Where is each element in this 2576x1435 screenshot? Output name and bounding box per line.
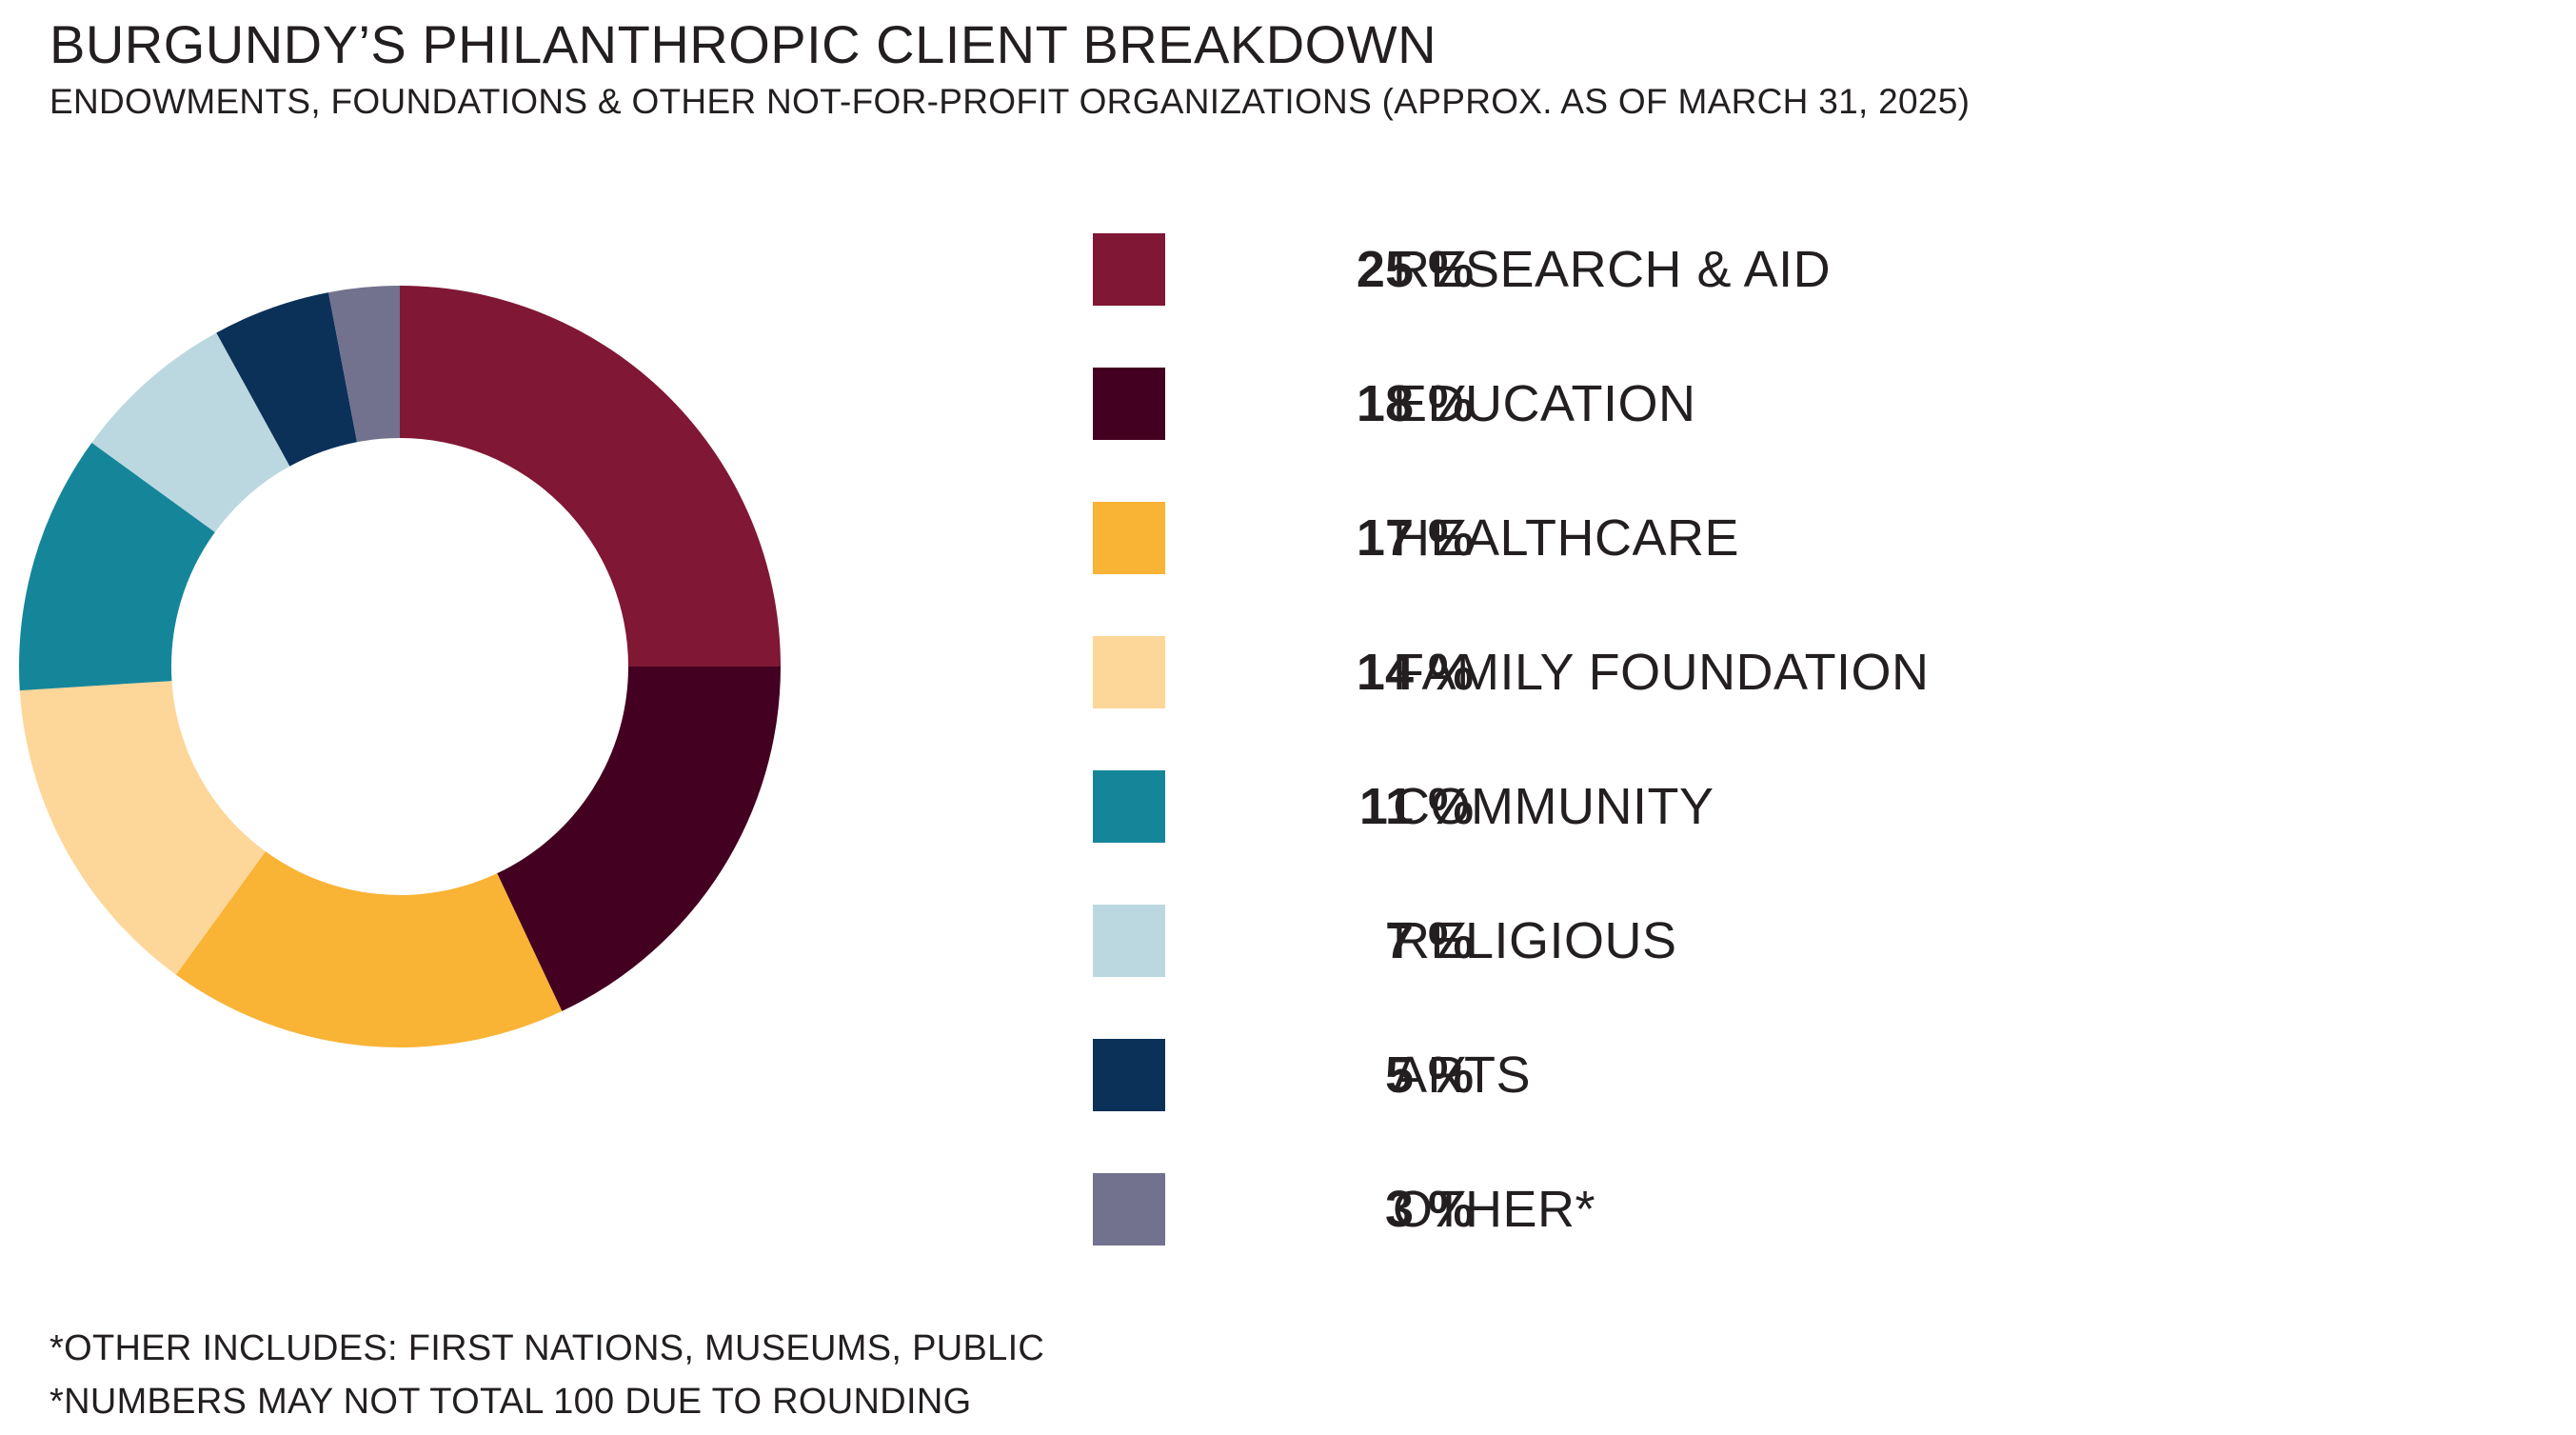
- footnote-other: *OTHER INCLUDES: FIRST NATIONS, MUSEUMS,…: [50, 1328, 1045, 1368]
- donut-slice-healthcare: [175, 851, 563, 1047]
- chart-title: BURGUNDY’S PHILANTHROPIC CLIENT BREAKDOW…: [50, 14, 1437, 74]
- legend-item-other: 3 % OTHER*: [1093, 1173, 2235, 1307]
- legend-swatch: [1093, 233, 1165, 306]
- legend-label: RESEARCH & AID: [1393, 241, 1832, 298]
- legend-label: EDUCATION: [1393, 375, 1696, 432]
- legend-label: OTHER*: [1393, 1181, 1596, 1238]
- donut-chart: [18, 286, 781, 1047]
- legend-label: FAMILY FOUNDATION: [1393, 644, 1930, 701]
- footnotes: *OTHER INCLUDES: FIRST NATIONS, MUSEUMS,…: [50, 1322, 1044, 1428]
- legend-item-religious: 7 % RELIGIOUS: [1093, 905, 2235, 1039]
- chart-subtitle: ENDOWMENTS, FOUNDATIONS & OTHER NOT-FOR-…: [50, 82, 1971, 121]
- legend-swatch: [1093, 636, 1165, 708]
- legend-label: HEALTHCARE: [1393, 509, 1740, 567]
- legend-swatch: [1093, 502, 1165, 574]
- legend-item-arts: 5 % ARTS: [1093, 1039, 2235, 1173]
- legend-percent: 14 %: [1356, 644, 1474, 701]
- legend-item-family-foundation: 14 % FAMILY FOUNDATION: [1093, 636, 2235, 770]
- donut-slice-education: [497, 667, 781, 1011]
- donut-slice-other: [328, 286, 400, 443]
- donut-slice-religious: [91, 332, 290, 532]
- legend-percent: 17 %: [1356, 509, 1474, 567]
- legend-percent: 25 %: [1356, 241, 1474, 298]
- chart-legend: 25 % RESEARCH & AID 18 % EDUCATION 17 % HEALT…: [1093, 233, 2235, 1307]
- legend-percent: 11 %: [1358, 778, 1474, 835]
- legend-label: ARTS: [1393, 1046, 1532, 1104]
- donut-slice-family-foundation: [19, 681, 266, 975]
- legend-label: RELIGIOUS: [1393, 912, 1677, 969]
- legend-swatch: [1093, 368, 1165, 440]
- footnote-rounding: *NUMBERS MAY NOT TOTAL 100 DUE TO ROUNDI…: [50, 1382, 972, 1422]
- legend-item-education: 18 % EDUCATION: [1093, 368, 2235, 502]
- legend-swatch: [1093, 770, 1165, 843]
- legend-item-community: 11 % COMMUNITY: [1093, 770, 2235, 905]
- legend-swatch: [1093, 905, 1165, 977]
- legend-percent: 7 %: [1384, 912, 1474, 969]
- legend-item-healthcare: 17 % HEALTHCARE: [1093, 502, 2235, 636]
- legend-percent: 3 %: [1384, 1181, 1474, 1238]
- donut-slice-community: [18, 442, 215, 691]
- legend-swatch: [1093, 1173, 1165, 1246]
- legend-item-research-aid: 25 % RESEARCH & AID: [1093, 233, 2235, 368]
- legend-label: COMMUNITY: [1393, 778, 1714, 835]
- donut-slice-research-aid: [400, 286, 781, 667]
- donut-slice-arts: [216, 292, 358, 467]
- legend-percent: 5 %: [1384, 1046, 1474, 1104]
- legend-percent: 18 %: [1356, 375, 1474, 432]
- legend-swatch: [1093, 1039, 1165, 1111]
